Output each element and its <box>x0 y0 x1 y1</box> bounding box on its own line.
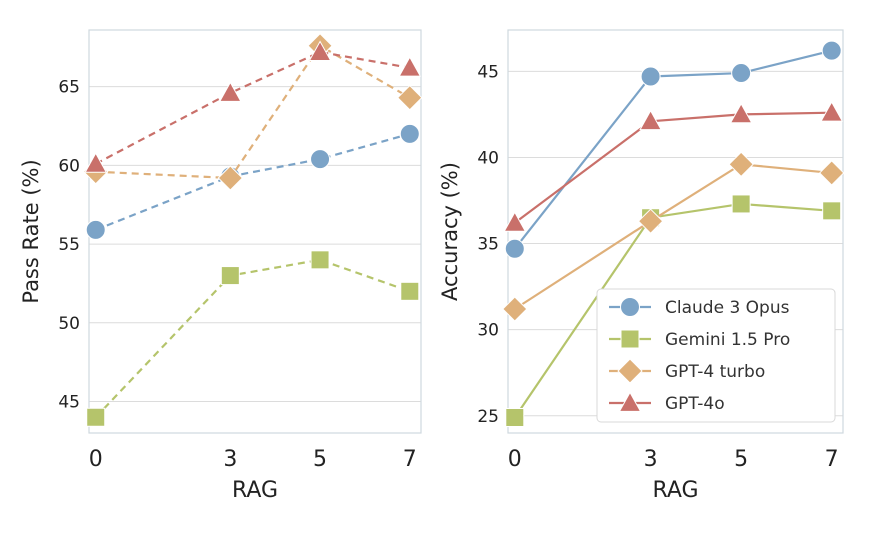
series-line-gpt-4o <box>514 111 832 224</box>
legend-box <box>596 288 836 423</box>
legend-label: Gemini 1.5 Pro <box>665 330 790 350</box>
data-point <box>86 407 106 427</box>
data-point <box>503 211 527 232</box>
data-point <box>310 250 330 270</box>
x-tick-label: 0 <box>89 447 103 472</box>
data-point <box>397 84 423 111</box>
series-line-claude-3-opus <box>95 132 411 231</box>
y-tick-label: 35 <box>477 235 499 255</box>
data-point <box>731 63 752 84</box>
data-point <box>400 281 420 301</box>
data-point <box>818 160 845 186</box>
series-line-gpt-4-turbo <box>95 44 411 180</box>
series-line-gemini-1-5-pro <box>94 258 411 419</box>
data-point <box>502 296 528 322</box>
y-tick-label: 50 <box>58 314 80 334</box>
x-axis-label: RAG <box>232 478 278 503</box>
data-point <box>218 81 242 102</box>
series-line-gemini-1-5-pro <box>513 202 832 419</box>
data-point <box>820 101 844 122</box>
data-point <box>731 194 751 214</box>
series-line-gpt-4o <box>95 50 410 165</box>
y-tick-label: 65 <box>58 78 80 98</box>
legend-label: GPT-4 turbo <box>665 362 765 382</box>
data-point <box>729 102 753 124</box>
data-point <box>85 219 106 240</box>
y-axis-label: Pass Rate (%) <box>19 159 43 303</box>
y-axis-label: Accuracy (%) <box>438 162 462 301</box>
x-tick-label: 3 <box>223 447 237 472</box>
y-tick-label: 55 <box>58 235 80 255</box>
legend-label: Claude 3 Opus <box>665 298 790 318</box>
y-tick-label: 25 <box>477 407 499 427</box>
data-point <box>505 408 525 427</box>
data-point <box>637 208 664 234</box>
data-point <box>639 109 662 131</box>
data-point <box>398 56 422 77</box>
x-axis-label: RAG <box>652 478 698 503</box>
series-line-claude-3-opus <box>513 49 832 250</box>
legend-marker <box>620 329 640 349</box>
data-point <box>310 149 331 170</box>
data-point <box>308 40 332 61</box>
y-tick-label: 60 <box>58 156 80 176</box>
data-point <box>217 165 244 191</box>
legend-label: GPT-4o <box>665 394 725 414</box>
x-tick-label: 7 <box>825 447 839 472</box>
legend-marker <box>620 297 640 317</box>
legend: Claude 3 Opus Gemini 1.5 Pro GPT-4 turbo GP… <box>596 288 836 423</box>
x-tick-label: 5 <box>313 447 327 472</box>
y-tick-label: 30 <box>477 321 499 341</box>
legend-marker <box>617 358 643 384</box>
y-tick-label: 45 <box>477 62 499 82</box>
x-tick-label: 0 <box>508 447 522 472</box>
series-line-gpt-4-turbo <box>514 163 832 310</box>
data-point <box>399 123 420 144</box>
data-point <box>728 151 754 178</box>
y-tick-label: 45 <box>58 393 80 413</box>
x-tick-label: 5 <box>734 447 748 472</box>
data-point <box>821 40 842 61</box>
data-point <box>84 152 108 173</box>
chart-panel-1: 45 50 55 60 65 0 3 5 7 RAG Pass Rate (%) <box>19 29 423 503</box>
data-point <box>220 266 240 286</box>
data-point <box>822 201 842 221</box>
x-tick-label: 7 <box>403 447 417 472</box>
y-tick-label: 40 <box>477 148 499 168</box>
data-point <box>640 66 661 87</box>
legend-marker <box>618 391 642 412</box>
x-tick-label: 3 <box>644 447 658 472</box>
data-point <box>504 238 525 259</box>
